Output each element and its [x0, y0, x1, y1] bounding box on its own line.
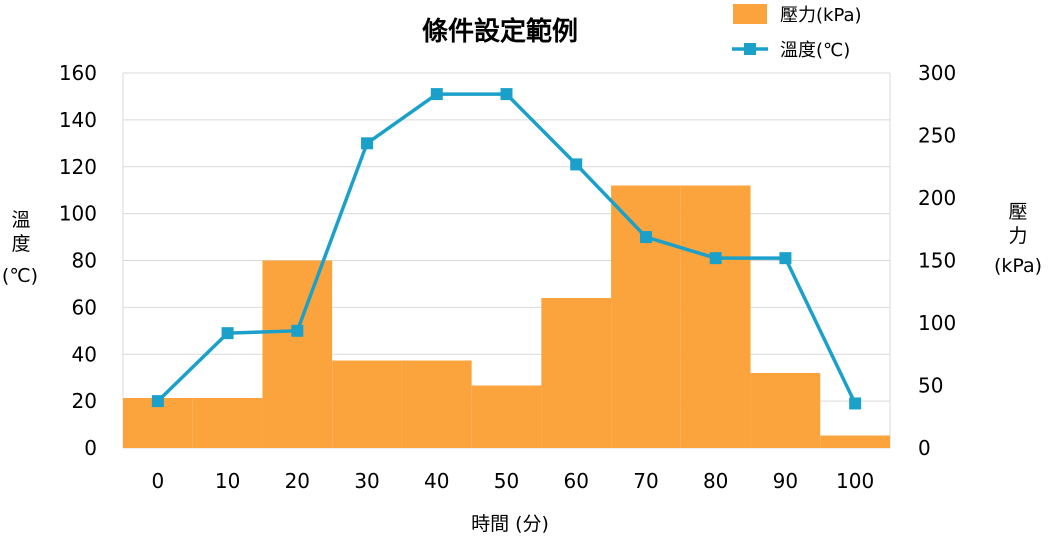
x-axis-label: 時間 (分) [471, 513, 549, 535]
right-tick-label: 100 [918, 311, 956, 335]
legend-label-temperature: 溫度(℃) [780, 40, 850, 61]
chart-title: 條件設定範例 [422, 16, 578, 47]
left-tick-label: 60 [72, 295, 97, 319]
right-axis-label-line: 力 [1008, 225, 1027, 247]
legend: 壓力(kPa) 溫度(℃) [732, 4, 862, 61]
x-axis-ticks: 0 10 20 30 40 50 60 70 80 90 100 [151, 469, 874, 493]
right-tick-label: 250 [918, 124, 956, 148]
right-tick-label: 150 [918, 249, 956, 273]
left-axis-ticks: 0 20 40 60 80 100 120 140 160 [59, 61, 97, 460]
left-axis-label-line: (℃) [2, 265, 38, 287]
right-tick-label: 50 [918, 374, 943, 398]
data-point [430, 88, 443, 101]
legend-label-pressure: 壓力(kPa) [780, 5, 862, 26]
data-point [500, 88, 513, 101]
legend-swatch-marker [744, 43, 756, 55]
bar [401, 360, 472, 448]
x-tick-label: 10 [215, 469, 240, 493]
bar-series [123, 185, 890, 448]
data-point [291, 324, 304, 337]
left-axis-label-line: 溫 [11, 209, 30, 231]
bar [541, 298, 612, 448]
left-tick-label: 120 [59, 155, 97, 179]
line-series [151, 88, 862, 410]
right-axis-label-line: 壓 [1008, 201, 1027, 223]
x-tick-label: 0 [151, 469, 164, 493]
data-point [361, 137, 374, 150]
right-axis-ticks: 0 50 100 150 200 250 300 [918, 61, 956, 460]
right-axis-label-line: (kPa) [994, 255, 1042, 277]
x-tick-label: 100 [836, 469, 874, 493]
right-axis-label: 壓力 (kPa) [994, 201, 1042, 277]
right-tick-label: 300 [918, 61, 956, 85]
bar [192, 398, 263, 448]
bar [262, 260, 333, 448]
x-tick-label: 20 [285, 469, 310, 493]
left-tick-label: 0 [84, 436, 97, 460]
x-tick-label: 90 [773, 469, 798, 493]
bar [680, 185, 751, 448]
x-tick-label: 60 [564, 469, 589, 493]
left-tick-label: 40 [72, 342, 97, 366]
data-point [151, 395, 164, 408]
right-tick-label: 200 [918, 186, 956, 210]
left-tick-label: 160 [59, 61, 97, 85]
data-point [779, 252, 792, 265]
bar [471, 385, 542, 448]
x-tick-label: 40 [424, 469, 449, 493]
left-axis-label-line: 度 [11, 233, 30, 255]
bar [750, 373, 821, 448]
bar [332, 360, 402, 448]
x-tick-label: 30 [354, 469, 379, 493]
x-tick-label: 80 [703, 469, 728, 493]
bar [820, 435, 890, 448]
left-tick-label: 100 [59, 202, 97, 226]
x-tick-label: 50 [494, 469, 519, 493]
bar [611, 185, 681, 448]
data-point [849, 397, 862, 410]
left-axis-label: 溫度 (℃) [2, 209, 38, 287]
left-tick-label: 80 [72, 249, 97, 273]
data-point [709, 252, 722, 265]
data-point [570, 158, 583, 171]
right-tick-label: 0 [918, 436, 931, 460]
data-point [639, 231, 652, 244]
data-point [221, 327, 234, 340]
legend-swatch-bar [733, 4, 767, 24]
left-tick-label: 140 [59, 108, 97, 132]
left-tick-label: 20 [72, 389, 97, 413]
x-tick-label: 70 [633, 469, 658, 493]
